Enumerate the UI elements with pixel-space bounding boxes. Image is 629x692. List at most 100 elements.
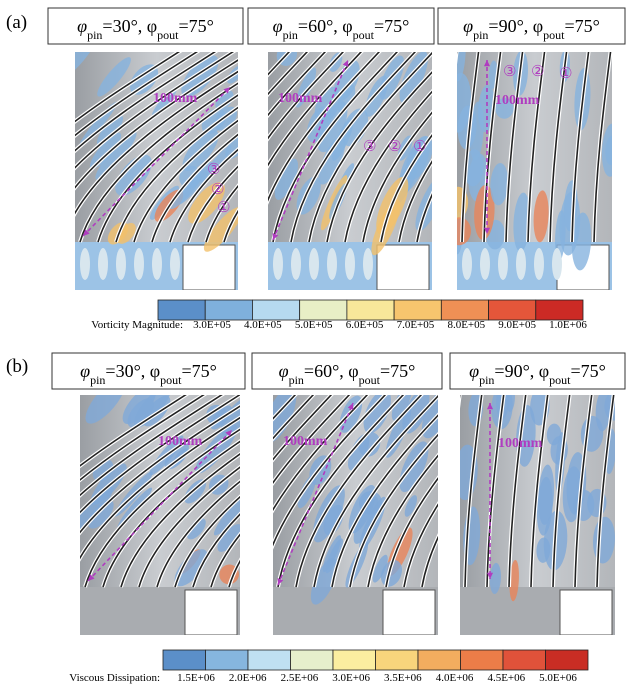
flow-patch (457, 217, 471, 246)
colorbar-label: 1.0E+06 (549, 319, 587, 331)
arrow-head (88, 574, 95, 581)
arrow-head (225, 430, 232, 437)
blade-edge (403, 503, 438, 588)
title-subscript: pin (87, 28, 102, 42)
title-subscript: pin (90, 373, 105, 387)
blade-edge (362, 111, 432, 243)
title-text: φ (469, 361, 479, 381)
colorbar-swatch (488, 299, 537, 321)
flow-patch (601, 123, 612, 177)
flow-patch (88, 500, 114, 529)
blade-edge (210, 533, 240, 588)
colorbar-swatch (417, 649, 461, 671)
colorbar-swatch (502, 649, 546, 671)
title-text: φ (80, 361, 90, 381)
blade-edge (84, 428, 240, 588)
flow-patch (217, 524, 240, 552)
title-text: =30°, φ (102, 16, 157, 36)
blade-edge (574, 395, 593, 588)
colorbar-swatch (545, 649, 589, 671)
region-marker: ① (413, 137, 426, 155)
flow-patch (116, 223, 136, 244)
blade-edge (156, 480, 240, 588)
colorbar-swatch (375, 649, 419, 671)
blade-edge (398, 160, 432, 243)
colorbar-label: 4.0E+06 (436, 672, 474, 684)
title-subscript: pout (353, 28, 375, 42)
dimension-label: 100mm (498, 436, 543, 451)
blade-edge (527, 52, 546, 243)
outlet-block (382, 589, 436, 635)
blade-edge (192, 513, 240, 588)
colorbar-label: 8.0E+05 (447, 319, 485, 331)
colorbar-label: 2.5E+06 (281, 672, 319, 684)
colorbar-label: 3.0E+06 (332, 672, 370, 684)
blade-edge (616, 47, 629, 242)
blade-edge (272, 52, 399, 243)
blade (616, 47, 629, 242)
colorbar-swatch (157, 299, 206, 321)
blade-edge (120, 453, 240, 588)
blade-edge (75, 59, 238, 189)
title-box (51, 352, 246, 390)
colorbar-label: 4.0E+05 (244, 319, 282, 331)
blade-edge (464, 395, 483, 588)
blade-edge (102, 440, 240, 588)
outlet-block (376, 244, 430, 290)
blade-edge (308, 52, 432, 243)
outlet-patch (116, 248, 126, 280)
flow-patch (489, 562, 501, 595)
blade-edge (75, 52, 235, 169)
flow-patch (80, 485, 113, 534)
blade-edge (187, 165, 238, 243)
blade-edge (367, 454, 438, 588)
blade-edge (273, 395, 369, 512)
outlet-patch (534, 248, 544, 280)
blade-edge (349, 433, 438, 588)
arrow-head (486, 572, 494, 579)
title-subscript: pout (359, 373, 381, 387)
case-title: φpin=60°, φpout=75° (279, 361, 416, 387)
panel-label: (b) (6, 356, 28, 377)
dimension-line (277, 402, 354, 586)
title-subscript: pout (157, 28, 179, 42)
title-text: φ (273, 16, 283, 36)
blade-edge (593, 52, 612, 243)
blade-edge (169, 148, 238, 243)
region-marker: ③ (363, 137, 376, 155)
colorbar-swatch (460, 649, 504, 671)
dimension-line (272, 59, 349, 241)
flow-patch (402, 395, 430, 434)
flow-patch (297, 474, 316, 509)
simulation-image (273, 395, 438, 635)
flow-patch (533, 190, 549, 243)
outlet-patch (498, 248, 508, 280)
simulation-image (460, 390, 629, 635)
blade-edge (138, 466, 240, 588)
colorbar-label: 1.5E+06 (177, 672, 215, 684)
blade (619, 390, 629, 587)
blade-edge (97, 94, 238, 243)
flow-patch (506, 395, 515, 412)
blade-edge (505, 52, 524, 243)
outlet-patch (462, 248, 472, 280)
flow-patch (323, 504, 344, 536)
blade-edge (421, 535, 438, 588)
case-title: φpin=90°, φpout=75° (469, 361, 606, 387)
colorbar-swatch (204, 299, 253, 321)
arrow-head (277, 578, 284, 585)
title-text: =75° (182, 361, 217, 381)
flow-patch (85, 395, 126, 424)
blade-edge (326, 71, 432, 243)
arrow-head (483, 60, 491, 67)
outlet-patch (516, 248, 526, 280)
flow-patch (495, 98, 514, 119)
colorbar-swatch (299, 299, 348, 321)
title-text: =75° (374, 16, 409, 36)
blade-edge (205, 185, 238, 243)
outlet-patch (345, 248, 355, 280)
flow-patch (404, 495, 418, 517)
flow-patch (513, 192, 531, 252)
blade-edge (268, 52, 345, 140)
title-subscript: pout (543, 28, 565, 42)
